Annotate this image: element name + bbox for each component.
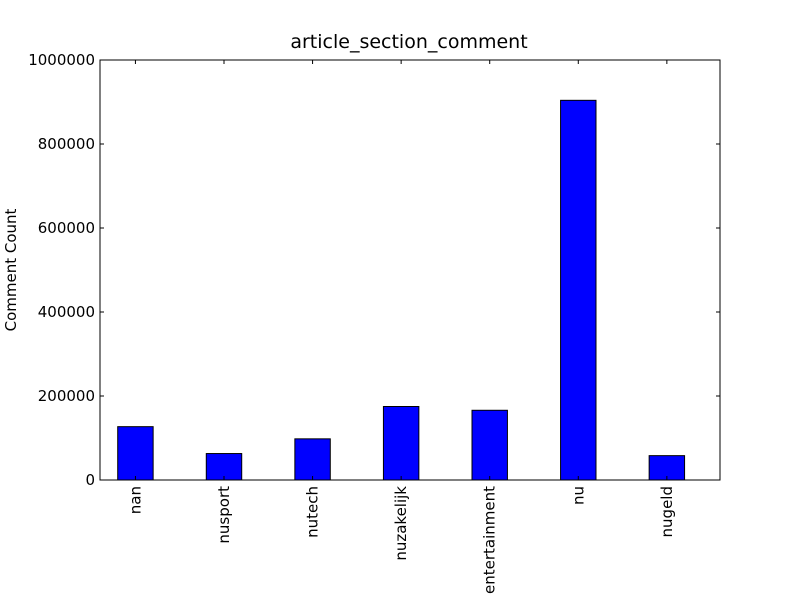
y-tick-label: 400000 [38,303,95,321]
x-tick-label-nu: nu [569,486,587,505]
y-axis-label: Comment Count [2,208,20,331]
chart-title: article_section_comment [290,31,527,53]
x-tick-label-entertainment: entertainment [481,486,499,594]
bars-group [117,99,686,481]
plot-frame [99,59,721,481]
bar-nutech [294,438,331,481]
y-tick-label: 600000 [38,219,95,237]
x-tick-label-nan: nan [126,486,144,514]
y-tick-label: 200000 [38,387,95,405]
bar-nu [560,99,597,481]
bar-nan [117,426,154,481]
y-tick-label: 0 [85,471,95,489]
bar-nusport [205,453,243,481]
bar-nuzakelijk [382,406,420,481]
y-tick-label: 800000 [38,135,95,153]
x-tick-label-nuzakelijk: nuzakelijk [392,486,410,561]
x-tick-label-nutech: nutech [304,486,322,538]
bar-entertainment [471,409,508,481]
x-tick-label-nusport: nusport [215,486,233,544]
y-tick-label: 1000000 [28,51,95,69]
x-tick-label-nugeld: nugeld [658,486,676,537]
tick-labels-group: nan nusport nutech nuzakelijk entertainment n… [28,51,676,594]
